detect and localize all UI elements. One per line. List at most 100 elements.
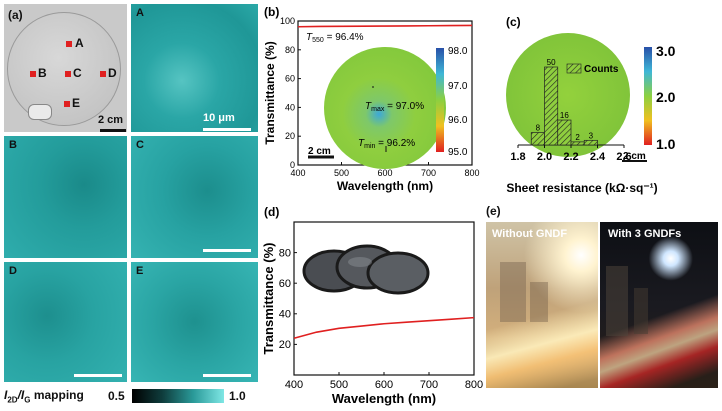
building-silhouette xyxy=(634,288,648,334)
histogram-bar-label: 16 xyxy=(560,111,569,120)
map-tile-c: C xyxy=(131,136,258,258)
panel-b-colorbar xyxy=(436,48,444,152)
tile-d-label: D xyxy=(9,265,17,277)
panel-b-label: (b) xyxy=(264,5,279,19)
histogram-bar-label: 2 xyxy=(575,133,580,142)
wafer-scale-label: 2 cm xyxy=(98,114,124,126)
sheet-resistance-map-disc xyxy=(506,33,630,157)
y-tick-label: 100 xyxy=(280,16,295,26)
x-tick-label: 800 xyxy=(464,168,479,178)
x-tick-label: 2.0 xyxy=(537,151,552,163)
x-tick-label: 2.2 xyxy=(563,151,578,163)
wafer-photo: (a) A B C D E 2 cm xyxy=(4,4,127,132)
map-scale-bar xyxy=(203,128,251,131)
tile-e-label: E xyxy=(136,265,144,277)
x-tick-label: 700 xyxy=(420,379,438,391)
building-silhouette xyxy=(500,262,526,322)
with-gndfs-caption: With 3 GNDFs xyxy=(608,228,682,240)
mapping-colorbar-label: I2D/IG mapping xyxy=(4,388,84,405)
map-tile-d: D xyxy=(4,262,127,382)
series-line xyxy=(293,316,475,340)
panel-d: (d) 400 500 600 700 800 20 40 60 80 Wavelength (n… xyxy=(262,205,483,406)
wafer-scale-bar xyxy=(100,129,126,132)
tile-c-scale-bar xyxy=(203,249,251,252)
panel-c-colorbar xyxy=(644,47,652,145)
x-axis-label: Wavelength (nm) xyxy=(337,179,433,193)
gndf-filters-illustration xyxy=(302,244,430,295)
panel-c-cbar-tick: 3.0 xyxy=(656,43,676,59)
point-b-marker xyxy=(30,71,36,77)
panel-b: (b) 400 500 600 700 800 0 20 40 60 80 100 Wavelengt… xyxy=(263,5,480,193)
panel-b-colorbar-ticks: 98.0 97.0 96.0 95.0 xyxy=(448,46,468,158)
panel-b-scale-label: 2 cm xyxy=(308,146,331,157)
tile-d-scale-bar xyxy=(74,374,122,377)
x-tick-label: 500 xyxy=(334,168,349,178)
photo-with-3-gndfs: With 3 GNDFs xyxy=(600,222,718,388)
building-silhouette xyxy=(606,266,628,336)
histogram-bar-label: 3 xyxy=(589,131,594,140)
histogram-bar xyxy=(583,139,598,146)
transmittance-map-disc xyxy=(324,47,446,169)
y-tick-label: 20 xyxy=(279,339,291,351)
x-tick-label: 2.4 xyxy=(590,151,606,163)
y-tick-label: 40 xyxy=(285,102,295,112)
panel-b-cbar-tick: 97.0 xyxy=(448,81,468,92)
point-e-marker xyxy=(64,101,70,107)
y-tick-label: 60 xyxy=(279,278,291,290)
panel-b-cbar-tick: 96.0 xyxy=(448,115,468,126)
x-axis-label: Wavelength (nm) xyxy=(332,391,436,406)
series-line xyxy=(297,24,473,28)
colorbar-min: 0.5 xyxy=(108,389,125,403)
y-axis-label: Transmittance (%) xyxy=(263,41,277,144)
point-a-label: A xyxy=(75,36,84,50)
panel-c-cbar-tick: 1.0 xyxy=(656,136,676,152)
panel-c-scale-label: 2 cm xyxy=(623,151,646,162)
wafer-disc xyxy=(7,12,121,126)
tmin-annotation: Tmin = 96.2% xyxy=(358,138,415,150)
y-tick-label: 40 xyxy=(279,308,291,320)
map-tile-a: A 10 μm xyxy=(131,4,258,132)
panel-b-cbar-tick: 98.0 xyxy=(448,46,468,57)
colorbar-max: 1.0 xyxy=(229,389,246,403)
tile-e-scale-bar xyxy=(203,374,251,377)
tmax-annotation: Tmax = 97.0% xyxy=(365,101,424,113)
panel-e: (e) Without GNDF With 3 GNDFs xyxy=(484,200,720,411)
panel-d-label: (d) xyxy=(264,205,279,219)
y-tick-label: 80 xyxy=(279,247,291,259)
point-a-marker xyxy=(66,41,72,47)
histogram-bar-label: 50 xyxy=(547,58,556,67)
counts-legend-swatch xyxy=(566,63,582,74)
without-gndf-caption: Without GNDF xyxy=(492,228,568,240)
point-d-marker xyxy=(100,71,106,77)
panel-a-label: (a) xyxy=(8,8,23,22)
map-scale-label: 10 μm xyxy=(203,112,235,124)
map-tile-e: E xyxy=(131,262,258,382)
t550-annotation: T550 = 96.4% xyxy=(306,32,364,44)
x-tick-label: 600 xyxy=(375,379,393,391)
point-b-label: B xyxy=(38,66,47,80)
counts-legend-label: Counts xyxy=(584,64,619,75)
panel-b-cbar-tick: 95.0 xyxy=(448,147,468,158)
histogram-bar-label: 8 xyxy=(536,124,541,133)
x-tick-label: 600 xyxy=(377,168,392,178)
histogram-bar xyxy=(530,132,545,146)
x-axis-label: Sheet resistance (kΩ·sq⁻¹) xyxy=(506,181,657,195)
point-c-label: C xyxy=(73,66,82,80)
mapping-colorbar xyxy=(132,389,224,403)
point-e-label: E xyxy=(72,96,81,110)
tile-a-label: A xyxy=(136,7,144,19)
building-silhouette xyxy=(530,282,548,322)
panel-c-cbar-tick: 2.0 xyxy=(656,89,676,105)
photo-without-gndf: Without GNDF xyxy=(486,222,598,388)
y-tick-label: 80 xyxy=(285,45,295,55)
x-tick-label: 700 xyxy=(421,168,436,178)
x-tick-label: 500 xyxy=(330,379,348,391)
x-tick-label: 400 xyxy=(285,379,303,391)
panel-d-axes: 400 500 600 700 800 20 40 60 80 Wavelength (nm) Tr… xyxy=(262,221,483,406)
y-axis-label: Transmittance (%) xyxy=(262,243,276,355)
wafer-clip xyxy=(28,104,52,120)
histogram-bar xyxy=(557,119,572,146)
plot-frame xyxy=(293,221,475,376)
